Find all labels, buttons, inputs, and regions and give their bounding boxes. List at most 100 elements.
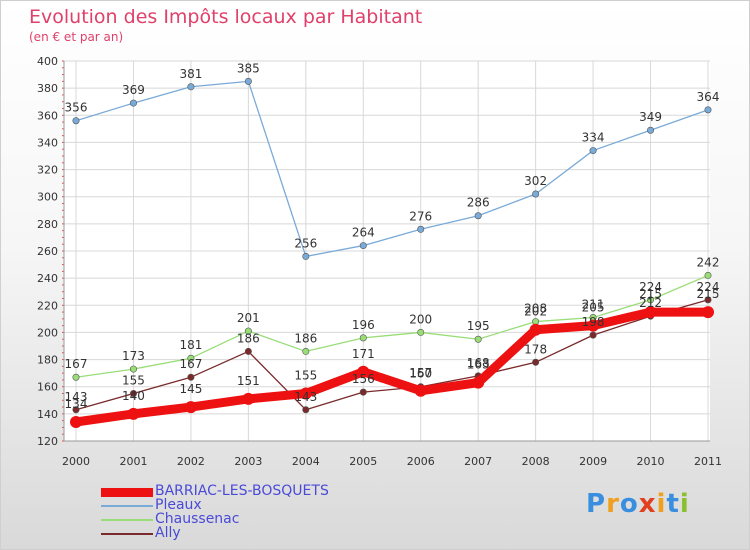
y-tick-label: 260 bbox=[37, 245, 58, 258]
y-tick-label: 200 bbox=[37, 326, 58, 339]
data-point bbox=[299, 387, 312, 400]
y-tick-label: 400 bbox=[37, 55, 58, 68]
data-point bbox=[644, 306, 657, 319]
data-label: 356 bbox=[65, 101, 88, 115]
data-point bbox=[244, 327, 252, 335]
data-point bbox=[704, 271, 712, 279]
data-point bbox=[704, 296, 712, 304]
y-tick-label: 140 bbox=[37, 408, 58, 421]
data-point bbox=[244, 347, 252, 355]
data-label: 155 bbox=[122, 374, 145, 388]
data-label: 198 bbox=[582, 315, 605, 329]
x-tick-label: 2009 bbox=[579, 455, 607, 468]
data-point bbox=[472, 376, 485, 389]
logo-letter: t bbox=[666, 489, 680, 519]
chart-subtitle: (en € et par an) bbox=[29, 30, 124, 44]
data-label: 140 bbox=[122, 389, 145, 403]
data-label: 171 bbox=[352, 347, 375, 361]
data-point bbox=[529, 323, 542, 336]
data-point bbox=[587, 319, 600, 332]
data-label: 156 bbox=[352, 372, 375, 386]
y-tick-label: 340 bbox=[37, 136, 58, 149]
data-point bbox=[359, 242, 367, 250]
data-point bbox=[474, 335, 482, 343]
legend-swatch bbox=[101, 519, 153, 521]
data-label: 242 bbox=[697, 255, 720, 269]
data-label: 186 bbox=[294, 331, 317, 345]
legend-swatch bbox=[101, 505, 153, 507]
y-tick-label: 120 bbox=[37, 435, 58, 448]
data-point bbox=[417, 225, 425, 233]
data-label: 286 bbox=[467, 196, 490, 210]
data-label: 224 bbox=[639, 280, 662, 294]
y-tick-label: 240 bbox=[37, 272, 58, 285]
logo-letter: P bbox=[586, 489, 607, 519]
x-tick-label: 2007 bbox=[464, 455, 492, 468]
data-label: 167 bbox=[65, 357, 88, 371]
data-point bbox=[72, 373, 80, 381]
data-point bbox=[532, 190, 540, 198]
data-label: 143 bbox=[65, 390, 88, 404]
data-label: 201 bbox=[237, 311, 260, 325]
series-line-barriac-les-bosquets bbox=[71, 307, 713, 427]
data-point bbox=[647, 126, 655, 134]
data-point bbox=[72, 406, 80, 414]
x-tick-label: 2001 bbox=[119, 455, 147, 468]
data-point bbox=[589, 331, 597, 339]
data-point bbox=[187, 83, 195, 91]
legend-label: Chaussenac bbox=[155, 511, 240, 527]
data-point bbox=[244, 77, 252, 85]
data-point bbox=[129, 99, 137, 107]
data-label: 134 bbox=[65, 397, 88, 411]
y-tick-label: 320 bbox=[37, 164, 58, 177]
legend-label: BARRIAC-LES-BOSQUETS bbox=[155, 483, 329, 499]
data-point bbox=[127, 407, 140, 420]
data-label: 168 bbox=[467, 356, 490, 370]
logo-letter: i bbox=[656, 489, 667, 519]
data-point bbox=[359, 388, 367, 396]
legend-swatch bbox=[101, 487, 153, 497]
data-point bbox=[702, 306, 714, 319]
data-label: 256 bbox=[294, 236, 317, 250]
data-point bbox=[302, 347, 310, 355]
data-point bbox=[359, 334, 367, 342]
data-point bbox=[647, 296, 655, 304]
data-point bbox=[532, 358, 540, 366]
data-point bbox=[187, 354, 195, 362]
data-label: 145 bbox=[179, 382, 202, 396]
data-label: 163 bbox=[467, 358, 490, 372]
proxiti-logo: Proxiti bbox=[586, 489, 690, 519]
x-tick-label: 2002 bbox=[177, 455, 205, 468]
x-tick-label: 2008 bbox=[522, 455, 550, 468]
chart-title: Evolution des Impôts locaux par Habitant bbox=[29, 6, 423, 28]
logo-letter: o bbox=[619, 489, 639, 519]
data-label: 205 bbox=[582, 301, 605, 315]
data-label: 160 bbox=[409, 367, 432, 381]
data-point bbox=[589, 147, 597, 155]
y-tick-label: 280 bbox=[37, 218, 58, 231]
data-label: 178 bbox=[524, 342, 547, 356]
y-tick-label: 180 bbox=[37, 354, 58, 367]
y-tick-label: 300 bbox=[37, 191, 58, 204]
data-label: 200 bbox=[409, 312, 432, 326]
data-label: 157 bbox=[409, 366, 432, 380]
data-point bbox=[704, 106, 712, 114]
data-label: 212 bbox=[639, 296, 662, 310]
data-label: 167 bbox=[179, 357, 202, 371]
data-point bbox=[417, 328, 425, 336]
x-tick-label: 2011 bbox=[694, 455, 722, 468]
y-tick-label: 160 bbox=[37, 381, 58, 394]
legend-label: Ally bbox=[155, 525, 181, 541]
data-label: 186 bbox=[237, 331, 260, 345]
data-label: 385 bbox=[237, 61, 260, 75]
data-label: 302 bbox=[524, 174, 547, 188]
data-label: 369 bbox=[122, 83, 145, 97]
x-tick-label: 2010 bbox=[637, 455, 665, 468]
data-point bbox=[187, 373, 195, 381]
y-tick-label: 360 bbox=[37, 109, 58, 122]
data-label: 264 bbox=[352, 226, 375, 240]
data-point bbox=[70, 416, 82, 428]
data-label: 215 bbox=[697, 287, 720, 301]
